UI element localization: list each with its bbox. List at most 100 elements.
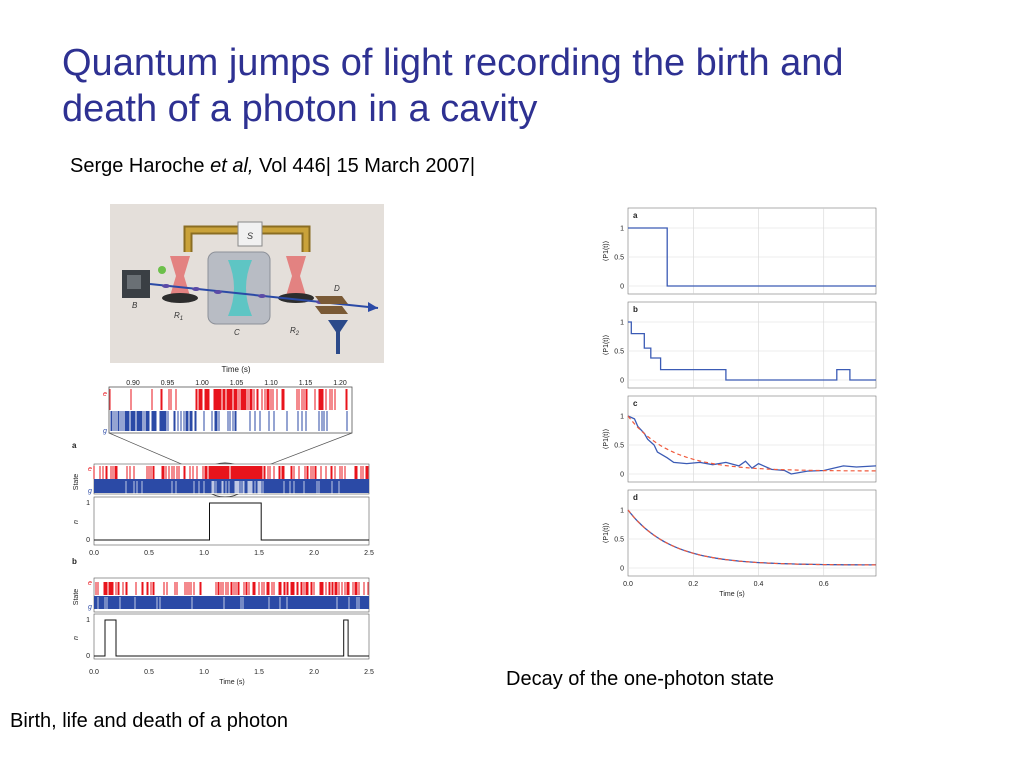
x-tick-label: 2.5 xyxy=(364,669,374,676)
panel-a-state-label: State xyxy=(73,474,80,490)
zoom-tick-labels: 0.90 0.95 1.00 1.05 1.10 1.15 1.20 xyxy=(126,380,347,387)
caption-left: Birth, life and death of a photon xyxy=(10,710,288,732)
decay-panel-d: d 1 0.5 0 ⟨P1(t)⟩ 0.0 0.2 0.4 0.6 Time (s) xyxy=(602,489,877,598)
panel-a-ground-gaps xyxy=(125,481,340,494)
panel-a-photon-number-trace xyxy=(94,502,369,541)
decay-x-tick-label: 0.6 xyxy=(819,581,829,588)
x-tick-label: 0.0 xyxy=(89,669,99,676)
x-tick-label: 1.5 xyxy=(254,669,264,676)
decay-y-tick-label: 1 xyxy=(620,226,624,233)
decay-y-axis-label: ⟨P1(t)⟩ xyxy=(602,428,610,449)
left-x-axis-title: Time (s) xyxy=(219,679,244,686)
zoom-axis-title: Time (s) xyxy=(221,365,250,374)
apparatus-diagram: S B R1 C R2 D xyxy=(110,204,384,363)
panel-a-n-tick-0: 0 xyxy=(86,537,90,544)
panel-a-letter: a xyxy=(72,441,77,450)
decay-y-tick-label: 0.5 xyxy=(614,537,624,544)
decay-panel-letter: d xyxy=(633,493,638,502)
decay-panel-letter: c xyxy=(633,399,638,408)
decay-data-trace xyxy=(627,415,877,475)
decay-y-tick-label: 0 xyxy=(620,378,624,385)
panel-a-x-tick-labels: 0.0 0.5 1.0 1.5 2.0 2.5 xyxy=(89,550,374,557)
slide-title-line-1: Quantum jumps of light recording the bir… xyxy=(62,42,844,84)
zoom-tick-label: 1.05 xyxy=(230,380,244,387)
zoom-tick-label: 1.20 xyxy=(333,380,347,387)
zoom-tick-label: 0.90 xyxy=(126,380,140,387)
panel-b-x-tick-labels: 0.0 0.5 1.0 1.5 2.0 2.5 xyxy=(89,669,374,676)
caption-right: Decay of the one-photon state xyxy=(506,668,774,690)
decay-data-trace xyxy=(627,509,876,566)
decay-panel-a: a 1 0.5 0 ⟨P1(t)⟩ xyxy=(602,207,877,295)
decay-x-axis-label: Time (s) xyxy=(719,591,744,598)
panel-b-n-tick-0: 0 xyxy=(86,653,90,660)
label-C: C xyxy=(234,328,240,337)
decay-y-tick-label: 0 xyxy=(620,472,624,479)
x-tick-label: 0.0 xyxy=(89,550,99,557)
citation-etal: et al, xyxy=(210,155,254,177)
panel-b-g-label: g xyxy=(88,604,92,611)
x-tick-label: 2.0 xyxy=(309,669,319,676)
panel-b-excited-events xyxy=(95,582,369,595)
decay-y-tick-label: 0 xyxy=(620,566,624,573)
panel-b-photon-number-trace xyxy=(94,619,369,657)
x-tick-label: 0.5 xyxy=(144,550,154,557)
x-tick-label: 2.0 xyxy=(309,550,319,557)
label-S: S xyxy=(247,231,253,241)
zoom-ground-events xyxy=(110,411,348,431)
x-tick-label: 1.0 xyxy=(199,550,209,557)
panel-b-ground-band xyxy=(94,596,369,609)
decay-x-tick-label: 0.2 xyxy=(688,581,698,588)
x-tick-label: 0.5 xyxy=(144,669,154,676)
label-D: D xyxy=(334,284,340,293)
panel-b-n-label: n xyxy=(73,636,80,640)
decay-y-axis-label: ⟨P1(t)⟩ xyxy=(602,334,610,355)
panel-a-n-tick-1: 1 xyxy=(86,500,90,507)
decay-y-tick-label: 0 xyxy=(620,284,624,291)
panel-b-ground-gaps xyxy=(97,597,360,610)
zoom-e-label: e xyxy=(103,391,107,398)
panel-a-g-label: g xyxy=(88,488,92,495)
citation: Serge Haroche et al, Vol 446| 15 March 2… xyxy=(70,155,475,178)
panel-b-e-label: e xyxy=(88,580,92,587)
decay-x-tick-label: 0.0 xyxy=(623,581,633,588)
zoom-tick-label: 1.10 xyxy=(264,380,278,387)
decay-y-tick-label: 1 xyxy=(620,320,624,327)
panel-a-e-label: e xyxy=(88,466,92,473)
panel-a-excited-events xyxy=(93,466,369,479)
decay-y-axis-label: ⟨P1(t)⟩ xyxy=(602,240,610,261)
decay-panel-letter: b xyxy=(633,305,638,314)
decay-y-tick-label: 0.5 xyxy=(614,349,624,356)
decay-x-tick-label: 0.4 xyxy=(754,581,764,588)
panel-a-n-label: n xyxy=(73,520,80,524)
panel-b-letter: b xyxy=(72,557,77,566)
decay-y-axis-label: ⟨P1(t)⟩ xyxy=(602,522,610,543)
zoom-tick-label: 1.00 xyxy=(195,380,209,387)
decay-data-trace xyxy=(628,227,876,287)
panel-b-n-tick-1: 1 xyxy=(86,617,90,624)
x-tick-label: 2.5 xyxy=(364,550,374,557)
panel-a-ground-band xyxy=(94,479,369,493)
slide-title-line-2: death of a photon in a cavity xyxy=(62,88,538,130)
zoom-g-label: g xyxy=(103,428,107,435)
decay-y-tick-label: 1 xyxy=(620,414,624,421)
label-R2: R2 xyxy=(290,326,300,337)
decay-y-tick-label: 1 xyxy=(620,508,624,515)
decay-panel-c: c 1 0.5 0 ⟨P1(t)⟩ xyxy=(602,395,877,483)
decay-panel-letter: a xyxy=(633,211,638,220)
citation-author: Serge Haroche xyxy=(70,155,211,177)
decay-y-tick-label: 0.5 xyxy=(614,255,624,262)
label-B: B xyxy=(132,301,138,310)
decay-panel-b: b 1 0.5 0 ⟨P1(t)⟩ xyxy=(602,301,877,389)
decay-y-tick-label: 0.5 xyxy=(614,443,624,450)
x-tick-label: 1.0 xyxy=(199,669,209,676)
x-tick-label: 1.5 xyxy=(254,550,264,557)
quantum-jumps-figure: Time (s) 0.90 0.95 1.00 1.05 1.10 1.15 1.20 e … xyxy=(72,365,374,686)
zoom-excited-events xyxy=(109,389,348,410)
zoom-tick-label: 0.95 xyxy=(161,380,175,387)
label-R1: R1 xyxy=(174,311,183,322)
zoom-tick-label: 1.15 xyxy=(299,380,313,387)
decay-data-trace xyxy=(628,321,876,381)
citation-rest: Vol 446| 15 March 2007| xyxy=(253,155,476,177)
panel-b-state-label: State xyxy=(73,589,80,605)
decay-figure: a10.50⟨P1(t)⟩b10.50⟨P1(t)⟩c10.50⟨P1(t)⟩d… xyxy=(602,207,877,598)
